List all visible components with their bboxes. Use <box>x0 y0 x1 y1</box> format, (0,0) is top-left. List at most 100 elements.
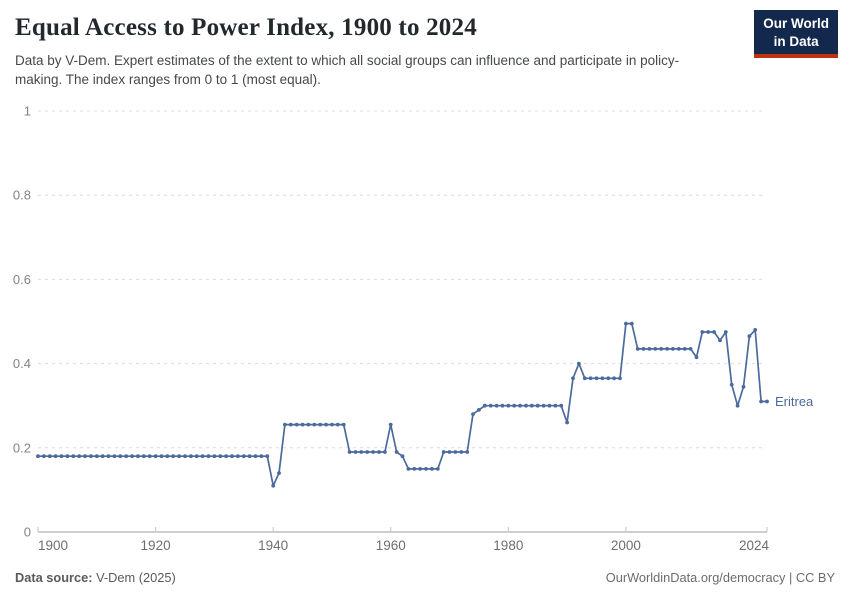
data-point-marker[interactable] <box>482 403 487 408</box>
data-point-marker[interactable] <box>629 321 634 326</box>
data-point-marker[interactable] <box>541 403 546 408</box>
data-point-marker[interactable] <box>83 454 87 459</box>
data-point-marker[interactable] <box>89 454 93 459</box>
data-point-marker[interactable] <box>706 330 711 334</box>
data-point-marker[interactable] <box>594 376 599 381</box>
data-point-marker[interactable] <box>418 467 422 471</box>
data-point-marker[interactable] <box>318 422 323 427</box>
data-point-marker[interactable] <box>230 454 234 459</box>
data-point-marker[interactable] <box>512 403 517 408</box>
data-point-marker[interactable] <box>200 454 205 459</box>
data-point-marker[interactable] <box>665 347 669 351</box>
data-point-marker[interactable] <box>377 450 381 454</box>
data-point-marker[interactable] <box>412 467 417 471</box>
data-point-marker[interactable] <box>153 454 158 459</box>
data-point-marker[interactable] <box>59 454 64 459</box>
data-point-marker[interactable] <box>241 454 246 459</box>
data-point-marker[interactable] <box>753 328 758 332</box>
data-point-marker[interactable] <box>159 454 164 459</box>
data-point-marker[interactable] <box>765 399 769 404</box>
data-point-marker[interactable] <box>394 450 399 454</box>
data-point-marker[interactable] <box>465 450 470 454</box>
data-point-marker[interactable] <box>189 454 193 459</box>
data-point-marker[interactable] <box>165 454 170 459</box>
data-point-marker[interactable] <box>553 403 558 408</box>
data-point-marker[interactable] <box>671 347 675 351</box>
data-point-marker[interactable] <box>688 347 693 351</box>
data-point-marker[interactable] <box>194 454 199 459</box>
data-point-marker[interactable] <box>682 347 687 351</box>
data-point-marker[interactable] <box>106 454 111 459</box>
data-point-marker[interactable] <box>324 422 328 427</box>
data-point-marker[interactable] <box>676 347 681 351</box>
data-point-marker[interactable] <box>459 450 464 454</box>
data-point-marker[interactable] <box>236 454 240 459</box>
data-point-marker[interactable] <box>335 422 340 427</box>
data-point-marker[interactable] <box>341 422 346 427</box>
data-point-marker[interactable] <box>206 454 211 459</box>
data-point-marker[interactable] <box>618 376 622 381</box>
data-point-marker[interactable] <box>718 338 722 343</box>
data-point-marker[interactable] <box>265 454 270 459</box>
data-point-marker[interactable] <box>224 454 229 459</box>
data-point-marker[interactable] <box>547 403 552 408</box>
data-point-marker[interactable] <box>330 422 334 427</box>
data-point-marker[interactable] <box>747 334 752 339</box>
data-point-marker[interactable] <box>700 330 705 334</box>
entity-label[interactable]: Eritrea <box>775 394 814 409</box>
data-point-marker[interactable] <box>582 376 587 381</box>
data-point-marker[interactable] <box>277 471 281 475</box>
data-point-marker[interactable] <box>53 454 58 459</box>
data-point-marker[interactable] <box>565 420 569 425</box>
data-point-marker[interactable] <box>259 454 264 459</box>
data-point-marker[interactable] <box>383 450 387 454</box>
data-point-marker[interactable] <box>288 422 293 427</box>
data-point-marker[interactable] <box>183 454 187 459</box>
data-point-marker[interactable] <box>147 454 152 459</box>
data-point-marker[interactable] <box>365 450 370 454</box>
data-point-marker[interactable] <box>65 454 70 459</box>
data-point-marker[interactable] <box>559 403 564 408</box>
data-point-marker[interactable] <box>247 454 252 459</box>
data-point-marker[interactable] <box>535 403 540 408</box>
data-point-marker[interactable] <box>124 454 129 459</box>
data-point-marker[interactable] <box>447 450 452 454</box>
data-point-marker[interactable] <box>218 454 223 459</box>
data-point-marker[interactable] <box>406 467 411 471</box>
data-point-marker[interactable] <box>524 403 528 408</box>
data-point-marker[interactable] <box>735 403 740 408</box>
data-point-marker[interactable] <box>723 330 728 334</box>
data-point-marker[interactable] <box>141 454 146 459</box>
data-point-marker[interactable] <box>506 403 511 408</box>
data-point-marker[interactable] <box>47 454 52 459</box>
data-point-marker[interactable] <box>494 403 499 408</box>
series-line-eritrea[interactable] <box>38 322 767 487</box>
data-point-marker[interactable] <box>653 347 658 351</box>
data-point-marker[interactable] <box>606 376 611 381</box>
data-point-marker[interactable] <box>388 422 393 427</box>
data-point-marker[interactable] <box>518 403 522 408</box>
data-point-marker[interactable] <box>529 403 534 408</box>
data-point-marker[interactable] <box>435 467 440 471</box>
data-point-marker[interactable] <box>488 403 493 408</box>
data-point-marker[interactable] <box>729 382 734 387</box>
data-point-marker[interactable] <box>600 376 605 381</box>
data-point-marker[interactable] <box>759 399 763 404</box>
data-point-marker[interactable] <box>441 450 446 454</box>
data-point-marker[interactable] <box>453 450 458 454</box>
data-point-marker[interactable] <box>347 450 352 454</box>
data-point-marker[interactable] <box>283 422 287 427</box>
data-point-marker[interactable] <box>253 454 258 459</box>
data-point-marker[interactable] <box>624 321 628 326</box>
data-point-marker[interactable] <box>500 403 505 408</box>
data-point-marker[interactable] <box>171 454 176 459</box>
data-point-marker[interactable] <box>371 450 375 454</box>
data-point-marker[interactable] <box>312 422 317 427</box>
data-point-marker[interactable] <box>641 347 646 351</box>
data-point-marker[interactable] <box>712 330 716 334</box>
data-point-marker[interactable] <box>100 454 105 459</box>
credit-link[interactable]: OurWorldinData.org/democracy | CC BY <box>605 570 835 585</box>
data-point-marker[interactable] <box>118 454 123 459</box>
data-point-marker[interactable] <box>577 361 581 366</box>
